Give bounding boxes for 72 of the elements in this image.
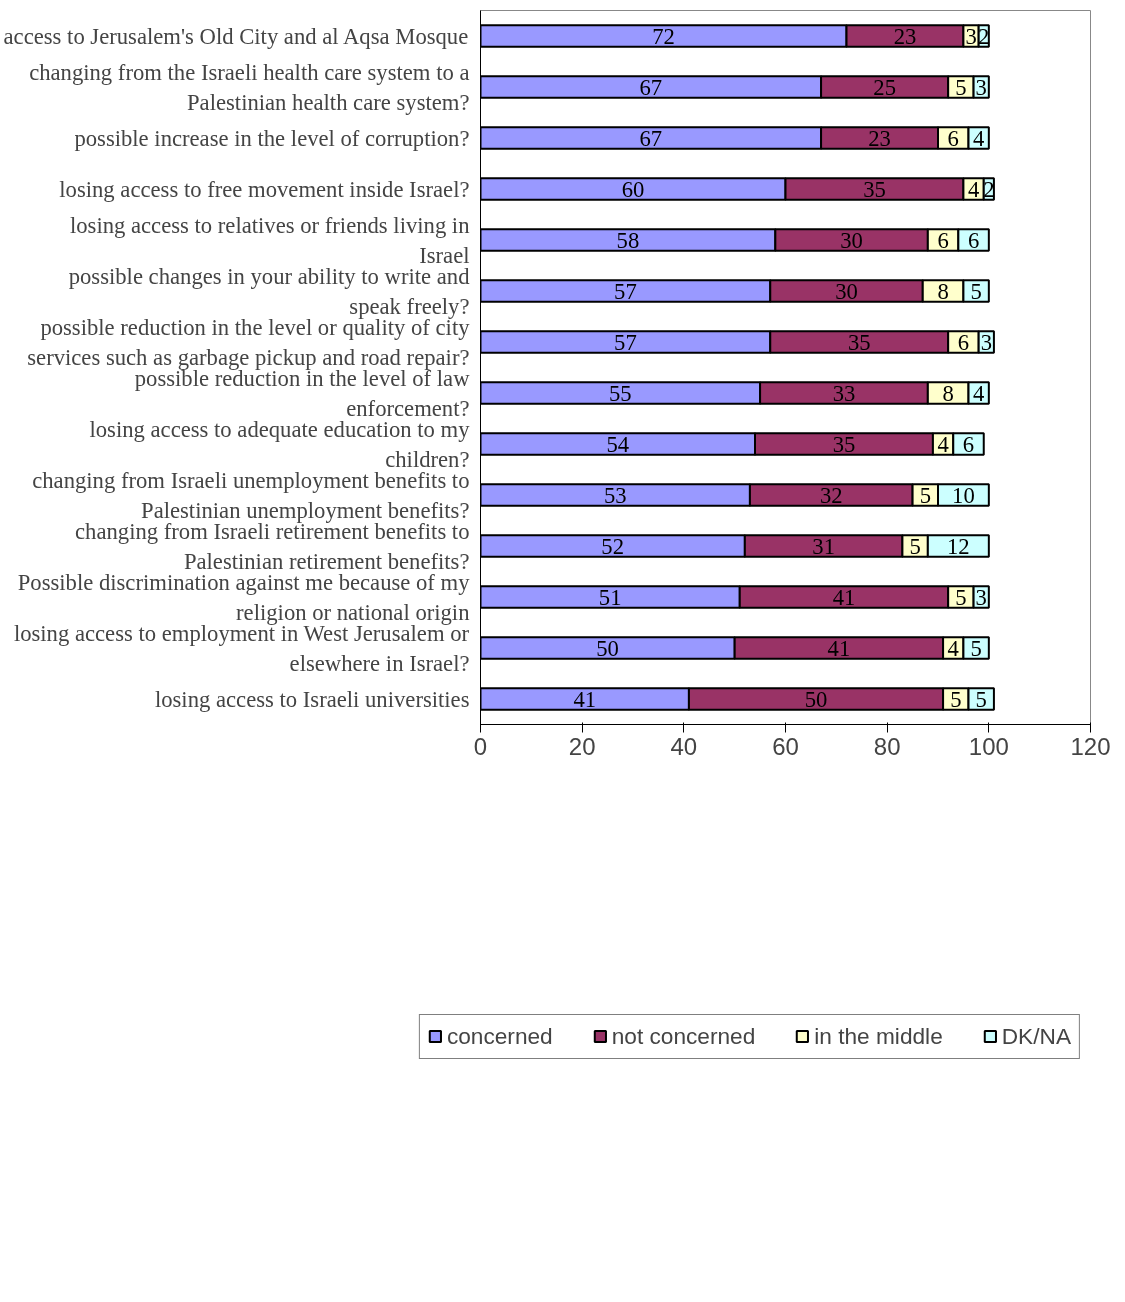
- data-label: 57: [614, 329, 637, 355]
- data-label: 6: [957, 329, 970, 355]
- y-tick-label: possible increase in the level of corruption?: [74, 125, 470, 151]
- data-label: 6: [947, 125, 959, 151]
- data-label: 67: [639, 74, 663, 100]
- data-label: 51: [598, 584, 622, 610]
- data-label: 35: [832, 431, 856, 457]
- data-label: 54: [606, 431, 630, 457]
- data-label: 5: [950, 686, 962, 712]
- data-label: 5: [909, 533, 921, 559]
- data-label: 8: [937, 278, 949, 304]
- legend-label: DK/NA: [1001, 1022, 1071, 1050]
- x-tick-label: 0: [473, 732, 488, 760]
- x-tick-label: 80: [873, 732, 901, 760]
- data-label: 60: [621, 176, 645, 202]
- data-label: 30: [840, 227, 863, 253]
- data-label: 4: [973, 380, 985, 406]
- x-tick-label: 100: [968, 732, 1009, 760]
- data-label: 4: [967, 176, 980, 202]
- x-tick-label: 120: [1070, 732, 1111, 760]
- data-label: 3: [965, 23, 977, 49]
- legend-label: concerned: [446, 1022, 553, 1050]
- legend-label: in the middle: [814, 1022, 943, 1050]
- data-label: 8: [942, 380, 954, 406]
- data-label: 6: [962, 431, 975, 457]
- data-label: 32: [819, 482, 843, 508]
- data-label: 25: [873, 74, 896, 100]
- data-label: 55: [608, 380, 632, 406]
- data-label: 31: [812, 533, 835, 559]
- x-tick-label: 40: [670, 732, 698, 760]
- data-label: 4: [947, 635, 959, 661]
- data-label: 4: [937, 431, 949, 457]
- data-label: 30: [835, 278, 858, 304]
- data-label: 5: [970, 635, 982, 661]
- data-label: 57: [614, 278, 637, 304]
- data-label: 33: [832, 380, 856, 406]
- y-tick-label: losing access to adequate education to my children?: [89, 416, 471, 472]
- data-label: 67: [639, 125, 663, 151]
- y-tick-label: changing from the Israeli health care system to a Palestinian health care system?: [29, 59, 470, 115]
- data-label: 3: [975, 74, 987, 100]
- data-label: 3: [980, 329, 992, 355]
- x-tick-label: 20: [568, 732, 596, 760]
- data-label: 5: [970, 278, 982, 304]
- data-label: 10: [952, 482, 975, 508]
- data-label: 4: [973, 125, 985, 151]
- data-label: 3: [975, 584, 987, 610]
- data-label: 50: [596, 635, 619, 661]
- x-tick-label: 60: [772, 732, 799, 760]
- data-label: 6: [937, 227, 949, 253]
- y-tick-label: losing access to free movement inside Israel?: [59, 176, 470, 202]
- data-label: 6: [967, 227, 980, 253]
- data-label: 5: [955, 584, 967, 610]
- y-tick-label: access to Jerusalem's Old City and al Aqsa Mosque: [3, 23, 469, 49]
- data-label: 41: [573, 686, 597, 712]
- data-label: 5: [975, 686, 987, 712]
- data-label: 5: [955, 74, 967, 100]
- data-label: 23: [893, 23, 917, 49]
- data-label: 41: [832, 584, 856, 610]
- y-tick-label: losing access to Israeli universities: [154, 686, 470, 712]
- data-label: 5: [919, 482, 931, 508]
- legend-label: not concerned: [611, 1022, 756, 1050]
- data-label: 23: [868, 125, 891, 151]
- data-label: 35: [847, 329, 871, 355]
- data-label: 58: [616, 227, 640, 253]
- data-label: 41: [827, 635, 851, 661]
- data-label: 52: [601, 533, 624, 559]
- data-label: 12: [947, 533, 970, 559]
- data-label: 35: [863, 176, 886, 202]
- y-tick-label: losing access to relatives or friends living in Israel: [69, 212, 470, 268]
- data-label: 53: [603, 482, 627, 508]
- data-label: 72: [652, 23, 675, 49]
- data-label: 50: [804, 686, 828, 712]
